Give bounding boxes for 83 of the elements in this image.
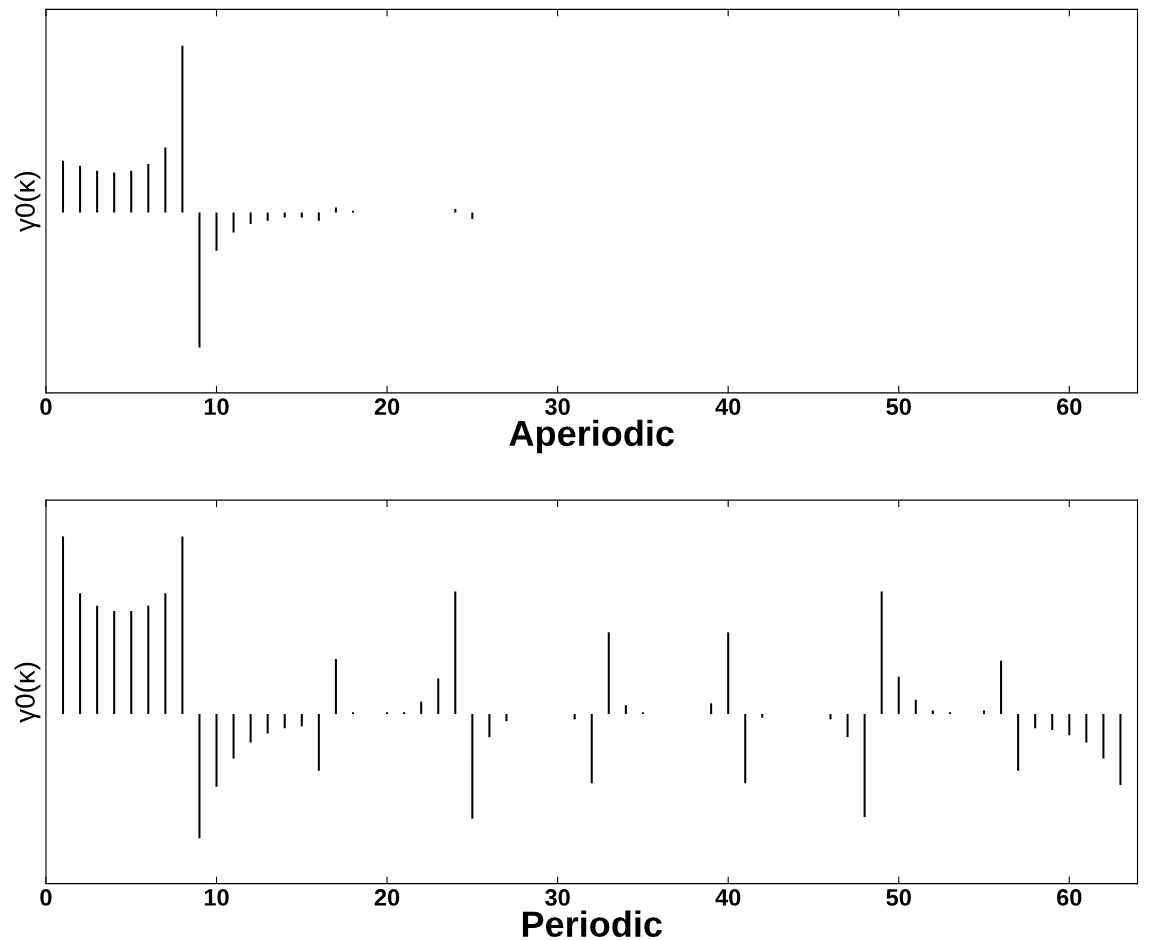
bar <box>181 536 184 714</box>
bar <box>96 170 99 213</box>
bar <box>897 676 900 714</box>
bar <box>130 170 133 213</box>
bar <box>437 678 440 714</box>
bar <box>863 714 866 817</box>
bar <box>1068 714 1071 736</box>
bar <box>744 714 747 784</box>
bar <box>471 714 474 819</box>
bar <box>283 714 286 729</box>
bar <box>573 714 576 720</box>
bar <box>249 212 252 225</box>
bar <box>215 212 218 251</box>
bar <box>914 699 917 714</box>
bar <box>266 212 269 221</box>
x-tick-label: 20 <box>374 889 400 906</box>
bar <box>334 658 337 714</box>
bar <box>96 605 99 714</box>
bar <box>727 632 730 714</box>
bar <box>317 714 320 771</box>
bar <box>300 212 303 218</box>
x-tick-label: 0 <box>40 889 52 906</box>
x-tick-label: 30 <box>545 398 570 416</box>
bar <box>130 611 133 714</box>
x-tick-label: 50 <box>886 889 911 906</box>
bar <box>710 703 713 714</box>
x-tick-label: 40 <box>715 889 741 906</box>
bar <box>420 701 423 714</box>
bar <box>1102 714 1105 759</box>
bar <box>249 714 252 743</box>
bar <box>1000 660 1003 714</box>
bar <box>61 536 65 714</box>
bar <box>931 710 934 714</box>
bar <box>164 593 167 714</box>
bar <box>266 714 269 734</box>
bar <box>61 160 65 213</box>
bar <box>471 212 474 220</box>
bar <box>1119 714 1122 786</box>
bar <box>317 212 320 221</box>
x-tick-label: 30 <box>545 889 570 906</box>
x-tick-label: 10 <box>204 398 229 416</box>
bar <box>607 632 610 714</box>
y-axis-title: γ0(κ) <box>14 662 41 723</box>
bar <box>624 705 627 714</box>
bar <box>198 714 201 839</box>
bar <box>880 591 883 714</box>
bar <box>215 714 218 787</box>
bar <box>829 714 832 720</box>
x-tick-label: 50 <box>886 398 911 416</box>
x-tick-label: 60 <box>1057 889 1082 906</box>
bar <box>1017 714 1020 771</box>
x-axis-title: Aperiodic <box>509 419 674 454</box>
bar <box>1051 714 1054 730</box>
bar <box>181 45 184 213</box>
bar <box>113 611 116 714</box>
bar <box>488 714 491 738</box>
bar <box>113 172 116 213</box>
x-tick-label: 20 <box>374 398 400 416</box>
x-tick-label: 40 <box>715 398 741 416</box>
bar <box>147 605 150 714</box>
bar <box>283 212 286 218</box>
bar <box>164 147 167 213</box>
bar <box>761 714 764 718</box>
bar <box>590 714 593 784</box>
bar <box>846 714 849 738</box>
bar <box>982 710 986 714</box>
x-tick-label: 0 <box>40 398 52 416</box>
bar <box>454 591 457 714</box>
bar <box>505 714 508 722</box>
bar <box>79 165 82 213</box>
bar <box>1085 714 1088 743</box>
x-axis-title: Periodic <box>522 910 662 937</box>
x-tick-label: 10 <box>204 889 229 906</box>
bar <box>300 714 303 727</box>
bar <box>147 164 150 213</box>
bar <box>232 714 235 759</box>
bar <box>79 593 82 714</box>
bar <box>1034 714 1037 729</box>
x-tick-label: 60 <box>1057 398 1082 416</box>
bar <box>232 212 235 233</box>
bar <box>198 212 201 348</box>
bar <box>334 207 337 213</box>
y-axis-title: γ0(κ) <box>14 171 41 232</box>
